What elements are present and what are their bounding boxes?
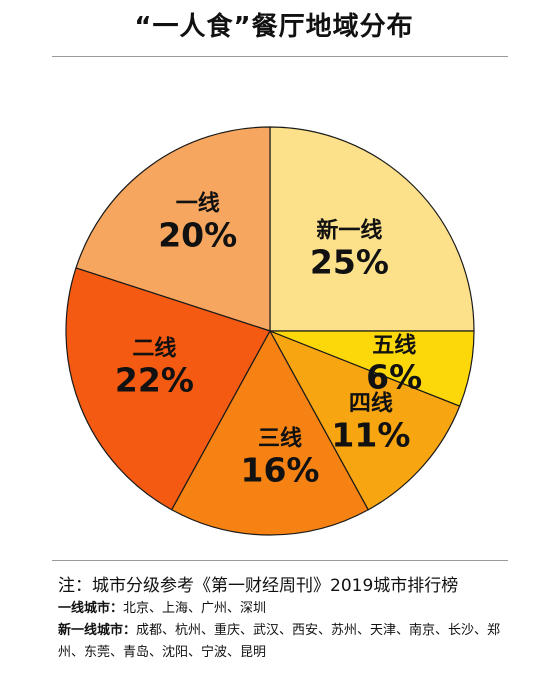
slice-category-label: 二线 <box>132 336 176 362</box>
slice-value-label: 22% <box>115 361 194 400</box>
slice-value-label: 20% <box>158 216 237 255</box>
pie-slice-4 <box>170 329 370 536</box>
footnotes: 注：城市分级参考《第一财经周刊》2019城市排行榜 一线城市：北京、上海、广州、… <box>58 574 518 664</box>
pie-slice-1 <box>269 126 475 332</box>
pie-slices <box>65 126 475 536</box>
slice-category-label: 三线 <box>258 426 302 452</box>
pie-slice-2 <box>75 126 271 332</box>
bottom-divider <box>52 560 508 561</box>
slice-category-label: 新一线 <box>316 218 382 244</box>
slice-value-label: 11% <box>331 416 410 455</box>
tier1-key: 一线城市： <box>58 601 124 616</box>
slice-value-label: 16% <box>241 451 320 490</box>
newtier1-key: 新一线城市： <box>58 623 137 638</box>
newtier1-note: 新一线城市：成都、杭州、重庆、武汉、西安、苏州、天津、南京、长沙、郑州、东莞、青… <box>58 620 518 664</box>
slice-category-label: 一线 <box>176 191 220 217</box>
pie-slice-5 <box>268 329 461 511</box>
pie-slice-3 <box>65 267 271 511</box>
source-note: 注：城市分级参考《第一财经周刊》2019城市排行榜 <box>58 576 459 596</box>
newtier1-list: 成都、杭州、重庆、武汉、西安、苏州、天津、南京、长沙、郑州、东莞、青岛、沈阳、宁… <box>58 623 501 660</box>
slice-category-label: 四线 <box>349 391 393 417</box>
top-divider <box>52 56 508 57</box>
tier1-note: 一线城市：北京、上海、广州、深圳 <box>58 598 518 620</box>
slice-value-label: 25% <box>310 243 389 282</box>
slice-value-label: 6% <box>366 358 422 397</box>
chart-title: “一人食”餐厅地域分布 <box>134 12 414 42</box>
tier1-list: 北京、上海、广州、深圳 <box>123 601 267 616</box>
slice-category-label: 五线 <box>372 333 416 359</box>
pie-slice-6 <box>269 330 475 407</box>
